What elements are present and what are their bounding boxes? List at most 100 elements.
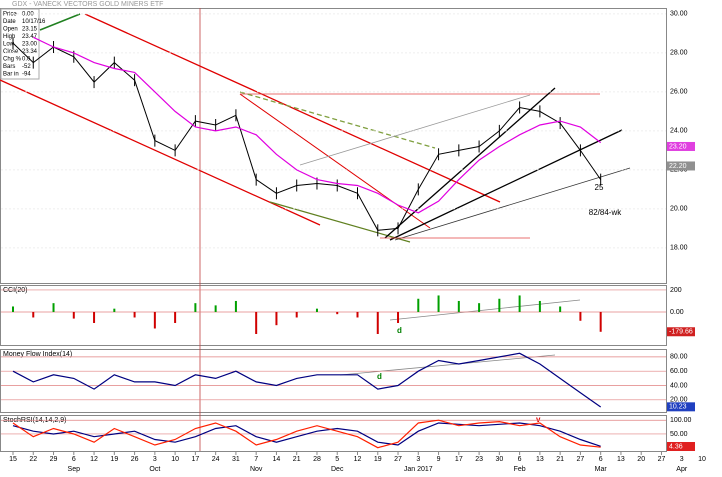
info-key: Close [3,49,19,55]
x-tick-label: 3 [680,456,684,463]
last-value-box [667,327,695,337]
last-value-label: 23.20 [669,143,687,150]
bar [12,306,14,312]
x-tick-label: 22 [29,456,37,463]
x-tick-label: 15 [9,456,17,463]
bar [457,300,460,312]
x-tick-label: 17 [455,456,463,463]
bar [52,303,55,312]
last-value-label: 10.23 [669,404,687,411]
bar [275,311,278,326]
y-tick-label: 30.00 [670,11,688,18]
trend-line [39,13,81,31]
month-label: Apr [676,466,688,473]
annotation: d [397,326,402,335]
bar [538,300,541,312]
month-label: Oct [149,466,160,473]
trend-line [384,87,556,239]
trend-line [239,91,436,149]
chart-title: GDX - VANECK VECTORS GOLD MINERS ETF [12,1,163,8]
y-tick-label: 28.00 [670,50,688,57]
info-value: 23.34 [22,49,38,55]
y-tick-label: 18.00 [670,245,688,252]
info-box [0,8,40,80]
x-tick-label: 19 [110,456,118,463]
bar [437,295,440,312]
y-tick-label: 26.00 [670,89,688,96]
x-tick-label: 3 [153,456,157,463]
x-tick-label: 21 [556,456,564,463]
x-tick-label: 6 [599,456,603,463]
x-tick-label: 5 [335,456,339,463]
bar [133,311,136,318]
x-tick-label: 13 [536,456,544,463]
info-key: Price [3,12,17,18]
bar [397,311,400,323]
info-value: 23.47 [22,34,38,40]
x-tick-label: 17 [191,456,199,463]
info-value: -94 [22,72,31,78]
trend-line [389,299,581,321]
last-value-label: -179.66 [669,329,693,336]
info-key: Bars [3,64,15,70]
month-label: Dec [331,466,344,473]
x-tick-label: 31 [232,456,240,463]
bar [336,311,339,315]
annotation: 82/84-wk [589,208,622,217]
x-tick-label: 6 [72,456,76,463]
x-tick-label: 9 [437,456,441,463]
panel-title: CCI(20) [3,287,28,294]
bar [579,311,582,321]
info-key: Open [3,27,18,33]
bar [72,311,75,319]
x-tick-label: 23 [475,456,483,463]
series-line [12,352,602,408]
x-tick-label: 30 [495,456,503,463]
x-tick-label: 7 [254,456,258,463]
info-value: 0.0 [22,57,31,63]
panel-title: Money Flow Index(14) [3,351,72,358]
last-value-box [667,141,695,151]
annotation: v [536,415,541,424]
annotation: 25 [595,183,604,192]
x-tick-label: 28 [313,456,321,463]
last-value-label: 4.36 [669,443,683,450]
x-tick-label: 29 [50,456,58,463]
info-value: 10/17/16 [22,19,46,25]
x-tick-label: 27 [577,456,585,463]
last-value-box [667,402,695,412]
info-value: 23.00 [22,42,38,48]
info-value: 23.15 [22,27,38,33]
y-tick-label: 24.00 [670,128,688,135]
month-label: Sep [68,466,81,473]
bar [234,300,237,312]
trend-line [389,129,623,241]
info-value: 0.00 [22,12,34,18]
bar [113,308,116,312]
y-tick-label: 50.00 [670,431,688,438]
y-tick-label: 20.00 [670,206,688,213]
bar [295,311,298,318]
month-label: Feb [514,466,526,473]
series-line [12,42,602,231]
trend-line [299,94,531,166]
x-tick-label: 21 [293,456,301,463]
trend-line [339,354,556,376]
x-tick-label: 3 [416,456,420,463]
bar [599,311,602,332]
bar [153,311,156,329]
trend-line [394,167,631,241]
info-key: Low [3,42,15,48]
annotation: d [377,372,382,381]
x-tick-label: 19 [374,456,382,463]
bar [214,305,217,312]
price-panel [0,8,667,284]
bar [255,311,258,334]
bar [498,298,501,312]
x-tick-label: 26 [131,456,139,463]
x-tick-label: 13 [617,456,625,463]
x-tick-label: 10 [698,456,706,463]
